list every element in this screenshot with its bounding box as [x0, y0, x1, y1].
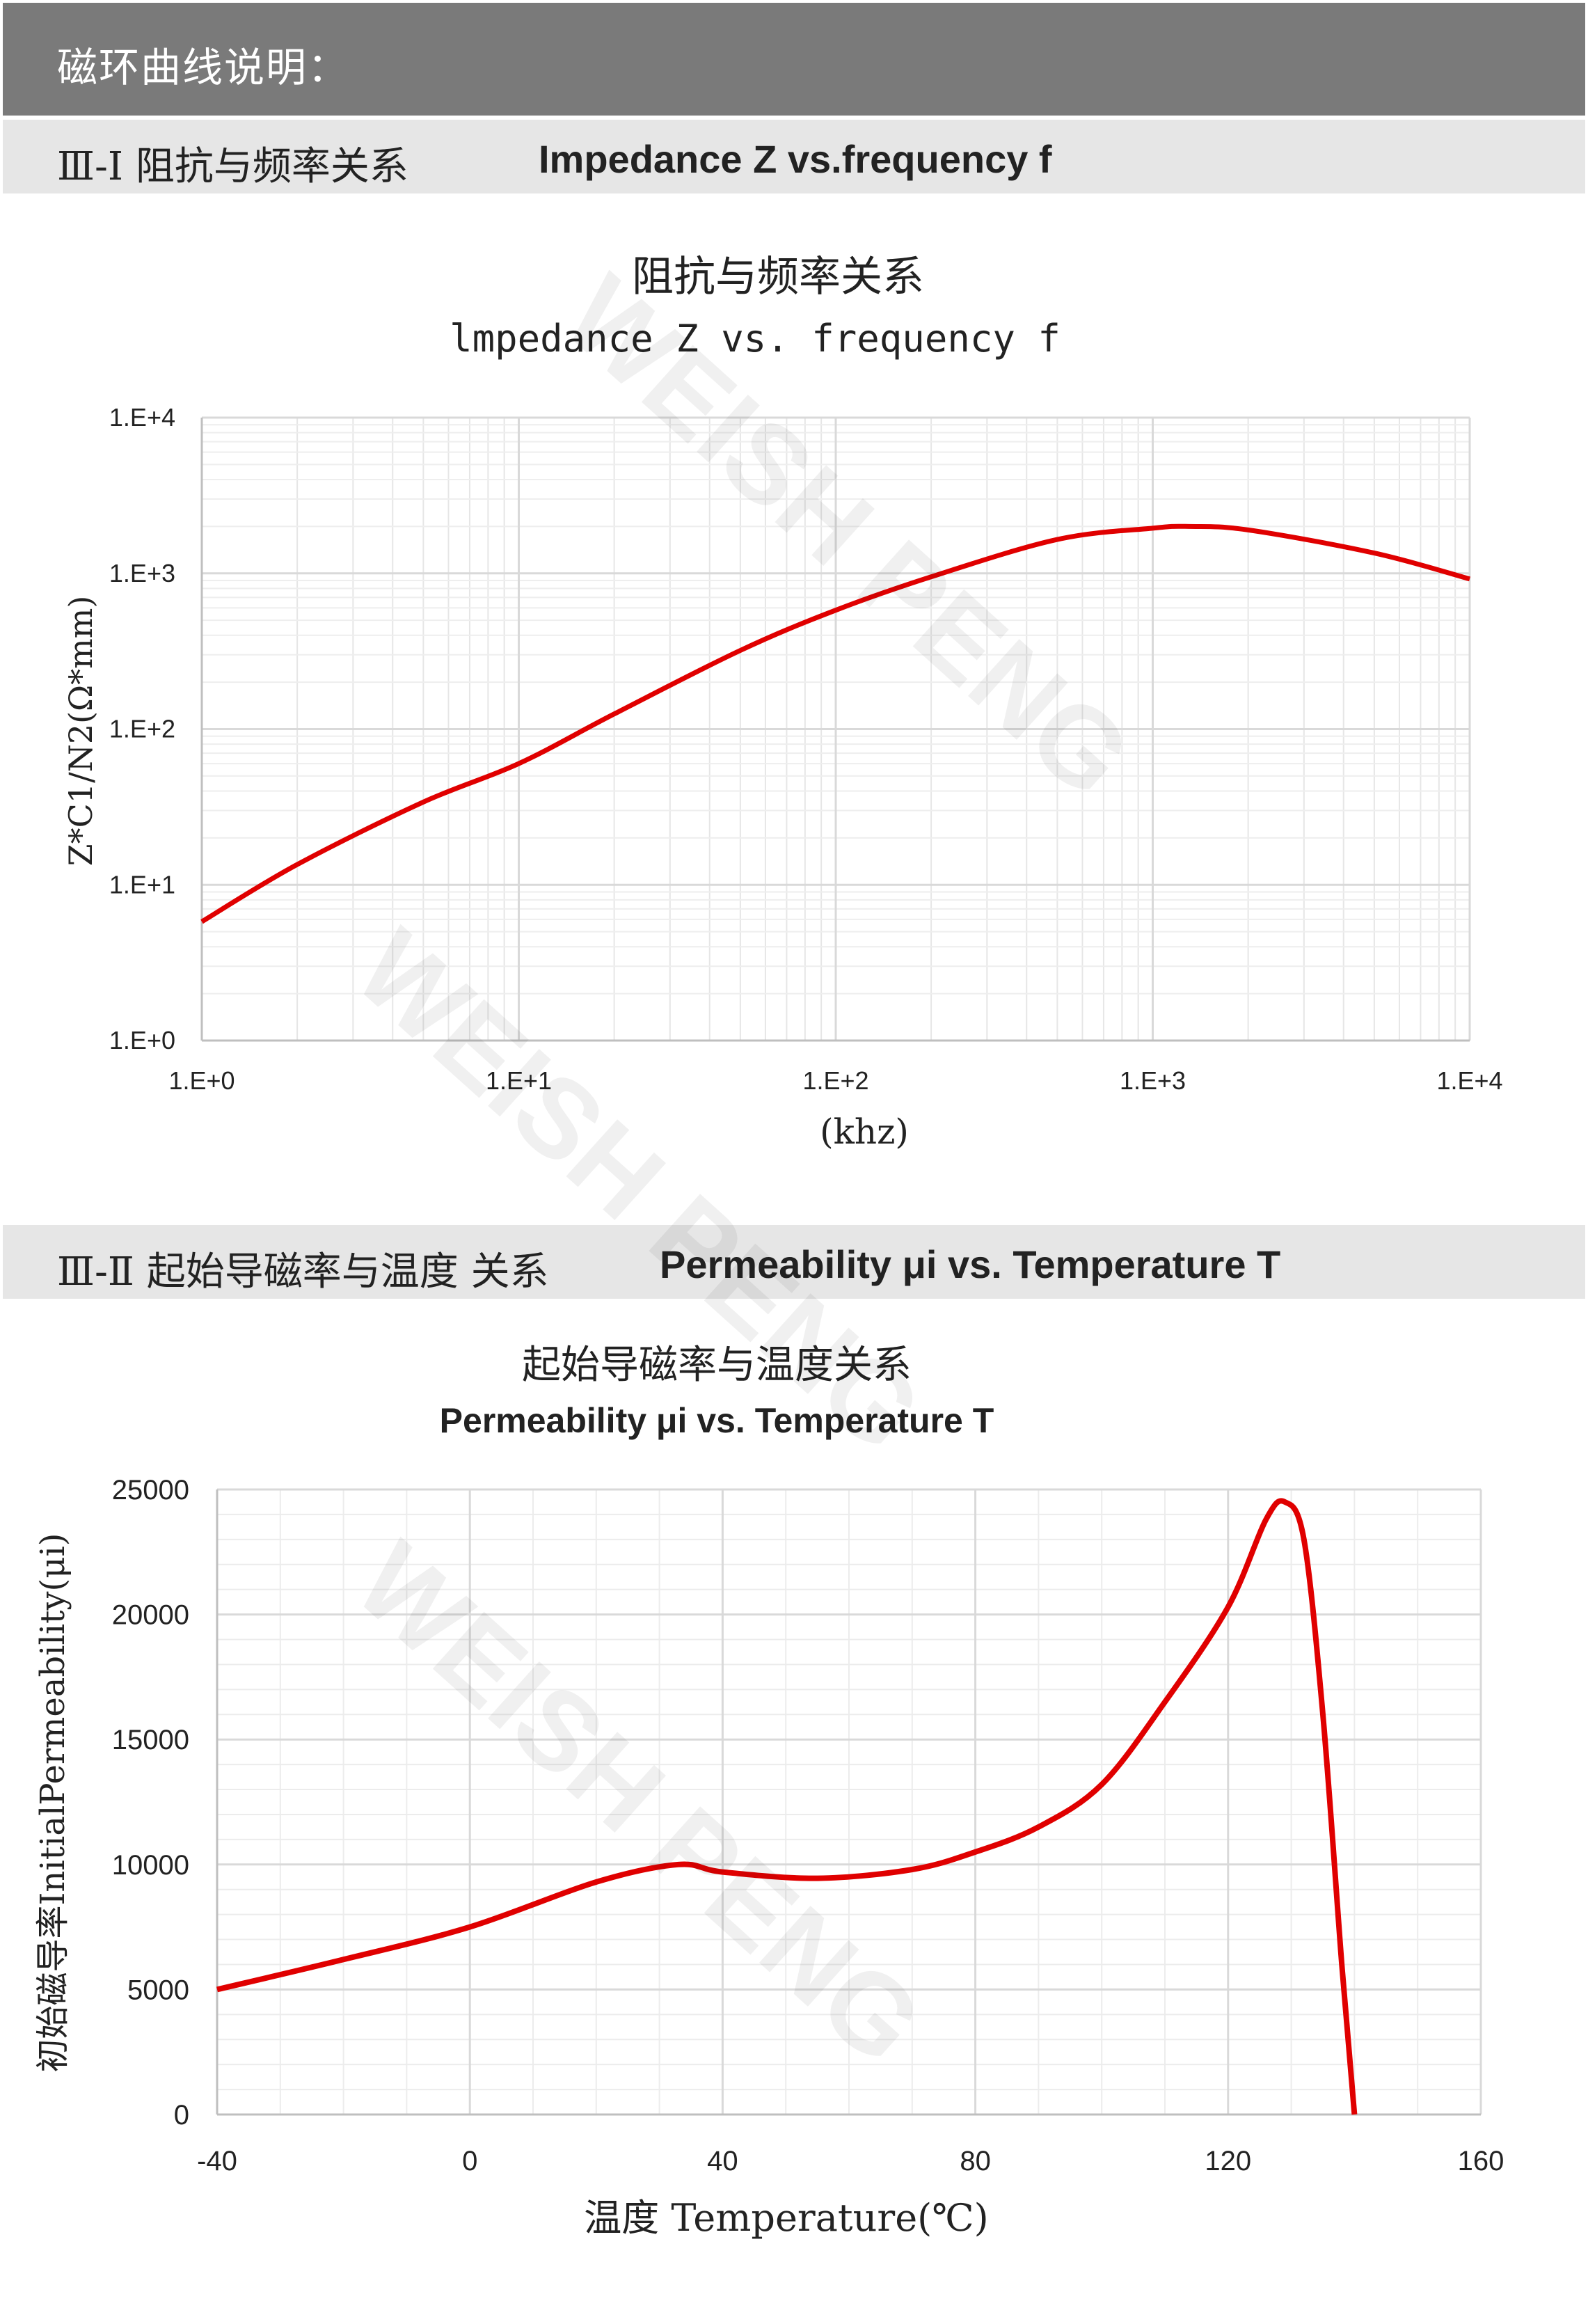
y-tick-label: 5000 — [127, 1975, 189, 2005]
y-tick-label: 15000 — [112, 1725, 189, 1755]
page-header-title: 磁环曲线说明： — [57, 44, 350, 91]
x-tick-label: 1.E+2 — [802, 1066, 868, 1095]
permeability-chart: 起始导磁率与温度关系 Permeability μi vs. Temperatur… — [0, 1322, 1588, 2283]
chart-subtitle: lmpedance Z vs. frequency f — [450, 317, 1061, 361]
x-tick-label: 80 — [960, 2146, 991, 2176]
section-title-en: Permeability μi vs. Temperature T — [660, 1242, 1281, 1286]
chart-subtitle: Permeability μi vs. Temperature T — [440, 1401, 994, 1440]
section-title-zh: Ⅲ-Ⅱ 起始导磁率与温度 关系 — [57, 1249, 549, 1295]
x-tick-label: 120 — [1205, 2146, 1251, 2176]
section-title-en: Impedance Z vs.frequency f — [539, 137, 1052, 181]
chart-title: 阻抗与频率关系 — [632, 253, 924, 301]
x-tick-label: 1.E+0 — [168, 1066, 235, 1095]
x-axis-label: 温度 Temperature(℃) — [584, 2196, 988, 2240]
page-header: 磁环曲线说明： — [3, 3, 1585, 116]
x-axis-label: (khz) — [820, 1112, 909, 1152]
y-axis-label: 初始磁导率InitialPermeability(μi) — [33, 1533, 72, 2072]
impedance-curve — [200, 523, 1470, 924]
y-tick-label: 25000 — [112, 1475, 189, 1505]
chart-title: 起始导磁率与温度关系 — [522, 1343, 912, 1388]
y-tick-label: 1.E+0 — [109, 1026, 175, 1054]
x-tick-label: 1.E+1 — [486, 1066, 552, 1095]
x-tick-label: 1.E+4 — [1436, 1066, 1502, 1095]
x-tick-label: 0 — [462, 2146, 477, 2176]
y-tick-label: 1.E+1 — [109, 870, 175, 899]
section-header-impedance: Ⅲ-Ⅰ 阻抗与频率关系 Impedance Z vs.frequency f — [3, 120, 1585, 193]
y-tick-label: 1.E+4 — [109, 403, 175, 432]
x-tick-label: -40 — [197, 2146, 237, 2176]
y-tick-label: 20000 — [112, 1600, 189, 1631]
section-header-permeability: Ⅲ-Ⅱ 起始导磁率与温度 关系 Permeability μi vs. Temp… — [3, 1225, 1585, 1299]
impedance-chart: 阻抗与频率关系 lmpedance Z vs. frequency f 1.E+0 1… — [0, 244, 1588, 1190]
y-tick-label: 1.E+3 — [109, 559, 175, 587]
permeability-chart-svg: 起始导磁率与温度关系 Permeability μi vs. Temperatur… — [33, 1343, 1504, 2240]
y-tick-label: 0 — [174, 2100, 189, 2131]
permeability-curve — [216, 1498, 1358, 2115]
x-tick-label: 160 — [1458, 2146, 1504, 2176]
y-axis-label: Z*C1/N2(Ω*mm) — [62, 596, 100, 867]
impedance-chart-svg: 阻抗与频率关系 lmpedance Z vs. frequency f 1.E+0 1… — [62, 253, 1503, 1152]
section-title-zh: Ⅲ-Ⅰ 阻抗与频率关系 — [57, 144, 408, 189]
y-tick-label: 1.E+2 — [109, 715, 175, 743]
x-tick-label: 1.E+3 — [1120, 1066, 1186, 1095]
x-tick-label: 40 — [707, 2146, 738, 2176]
y-tick-label: 10000 — [112, 1850, 189, 1881]
